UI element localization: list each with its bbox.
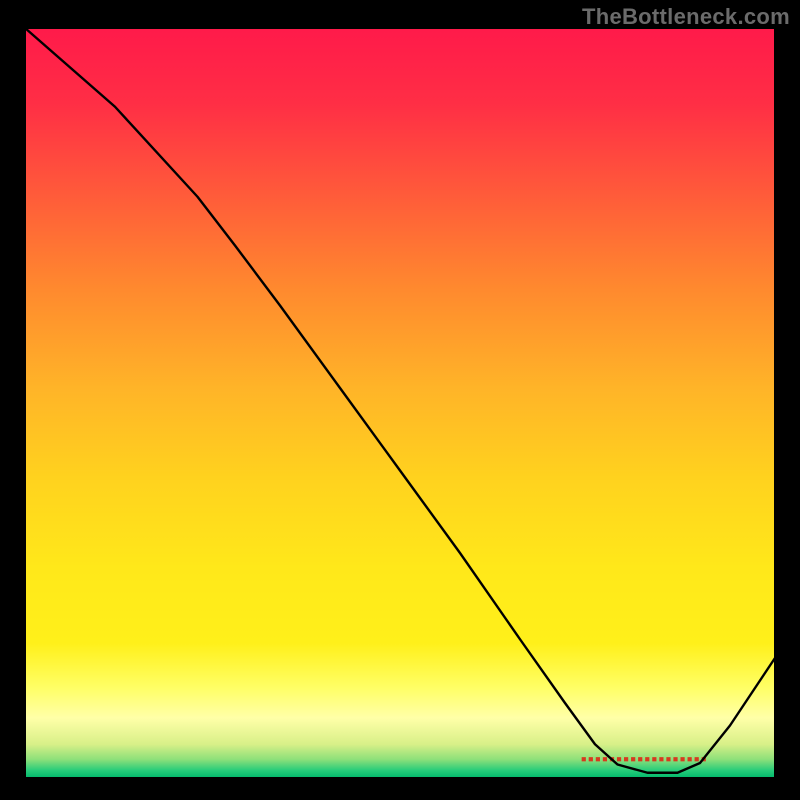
minimum-marker: [582, 757, 586, 761]
minimum-marker: [659, 757, 663, 761]
minimum-marker: [645, 757, 649, 761]
minimum-marker: [638, 757, 642, 761]
chart-container: TheBottleneck.com: [0, 0, 800, 800]
minimum-marker: [596, 757, 600, 761]
minimum-marker: [589, 757, 593, 761]
minimum-marker: [695, 757, 699, 761]
minimum-marker: [666, 757, 670, 761]
minimum-marker: [631, 757, 635, 761]
minimum-marker: [652, 757, 656, 761]
minimum-marker: [680, 757, 684, 761]
minimum-marker: [688, 757, 692, 761]
minimum-marker: [617, 757, 621, 761]
minimum-marker: [673, 757, 677, 761]
bottleneck-chart: [0, 0, 800, 800]
minimum-marker: [603, 757, 607, 761]
minimum-marker: [624, 757, 628, 761]
watermark-text: TheBottleneck.com: [582, 4, 790, 30]
plot-background: [25, 28, 775, 778]
